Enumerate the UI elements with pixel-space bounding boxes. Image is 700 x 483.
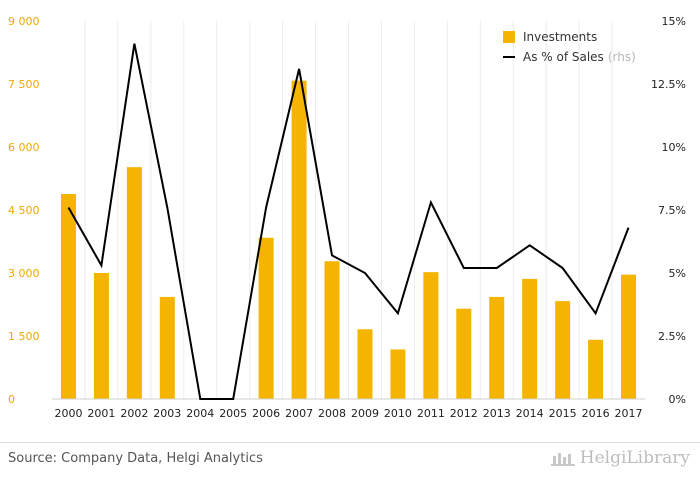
bar-investments: [258, 237, 274, 399]
y-tick-label-right: 5%: [669, 267, 686, 280]
bar-investments: [159, 296, 175, 399]
x-tick-label: 2015: [549, 407, 577, 420]
x-tick-label: 2010: [384, 407, 412, 420]
y-tick-label-right: 0%: [669, 393, 686, 406]
legend-swatch-line: [503, 56, 515, 58]
bar-investments: [126, 167, 142, 399]
x-tick-label: 2002: [120, 407, 148, 420]
x-tick-label: 2001: [87, 407, 115, 420]
y-tick-label-left: 7 500: [8, 78, 40, 91]
x-tick-label: 2004: [186, 407, 214, 420]
bar-investments: [588, 339, 604, 399]
legend-swatch-bar: [503, 31, 515, 43]
legend: Investments As % of Sales (rhs): [503, 27, 636, 67]
x-tick-label: 2013: [483, 407, 511, 420]
bar-investments: [423, 272, 439, 399]
x-tick-label: 2003: [153, 407, 181, 420]
y-tick-label-left: 0: [8, 393, 15, 406]
y-tick-label-left: 1 500: [8, 330, 40, 343]
y-tick-label-right: 15%: [662, 15, 686, 28]
x-tick-label: 2007: [285, 407, 313, 420]
y-tick-label-left: 4 500: [8, 204, 40, 217]
x-tick-label: 2009: [351, 407, 379, 420]
legend-item-investments[interactable]: Investments: [503, 27, 636, 47]
brand-logo[interactable]: HelgiLibrary: [550, 448, 690, 468]
bar-investments: [489, 296, 505, 399]
legend-rhs-note: (rhs): [607, 50, 636, 64]
bar-investments: [621, 274, 637, 399]
bar-investments: [522, 278, 538, 399]
bar-investments: [291, 80, 307, 399]
y-tick-label-right: 10%: [662, 141, 686, 154]
bar-investments: [555, 301, 571, 399]
footer-divider: [0, 442, 700, 443]
legend-label-investments: Investments: [523, 30, 598, 44]
x-tick-label: 2008: [318, 407, 346, 420]
y-tick-label-left: 3 000: [8, 267, 40, 280]
bar-investments: [93, 273, 109, 399]
bar-investments: [357, 329, 373, 399]
line-pct-sales: [67, 43, 630, 400]
brand-name: HelgiLibrary: [579, 448, 690, 468]
y-tick-label-left: 6 000: [8, 141, 40, 154]
legend-item-pct-sales[interactable]: As % of Sales (rhs): [503, 47, 636, 67]
y-tick-label-left: 9 000: [8, 15, 40, 28]
y-tick-label-right: 2.5%: [658, 330, 686, 343]
library-icon: [550, 453, 575, 466]
x-tick-label: 2017: [615, 407, 643, 420]
y-tick-label-right: 12.5%: [651, 78, 686, 91]
x-tick-label: 2012: [450, 407, 478, 420]
x-tick-label: 2011: [417, 407, 445, 420]
x-tick-label: 2016: [582, 407, 610, 420]
bar-investments: [456, 308, 472, 399]
bar-investments: [60, 194, 76, 399]
legend-label-pct-sales: As % of Sales: [523, 50, 604, 64]
x-tick-label: 2014: [516, 407, 544, 420]
x-tick-label: 2000: [54, 407, 82, 420]
bar-investments: [324, 261, 340, 399]
source-note: Source: Company Data, Helgi Analytics: [8, 451, 263, 466]
y-tick-label-right: 7.5%: [658, 204, 686, 217]
x-tick-label: 2005: [219, 407, 247, 420]
x-tick-label: 2006: [252, 407, 280, 420]
bar-investments: [390, 349, 406, 399]
